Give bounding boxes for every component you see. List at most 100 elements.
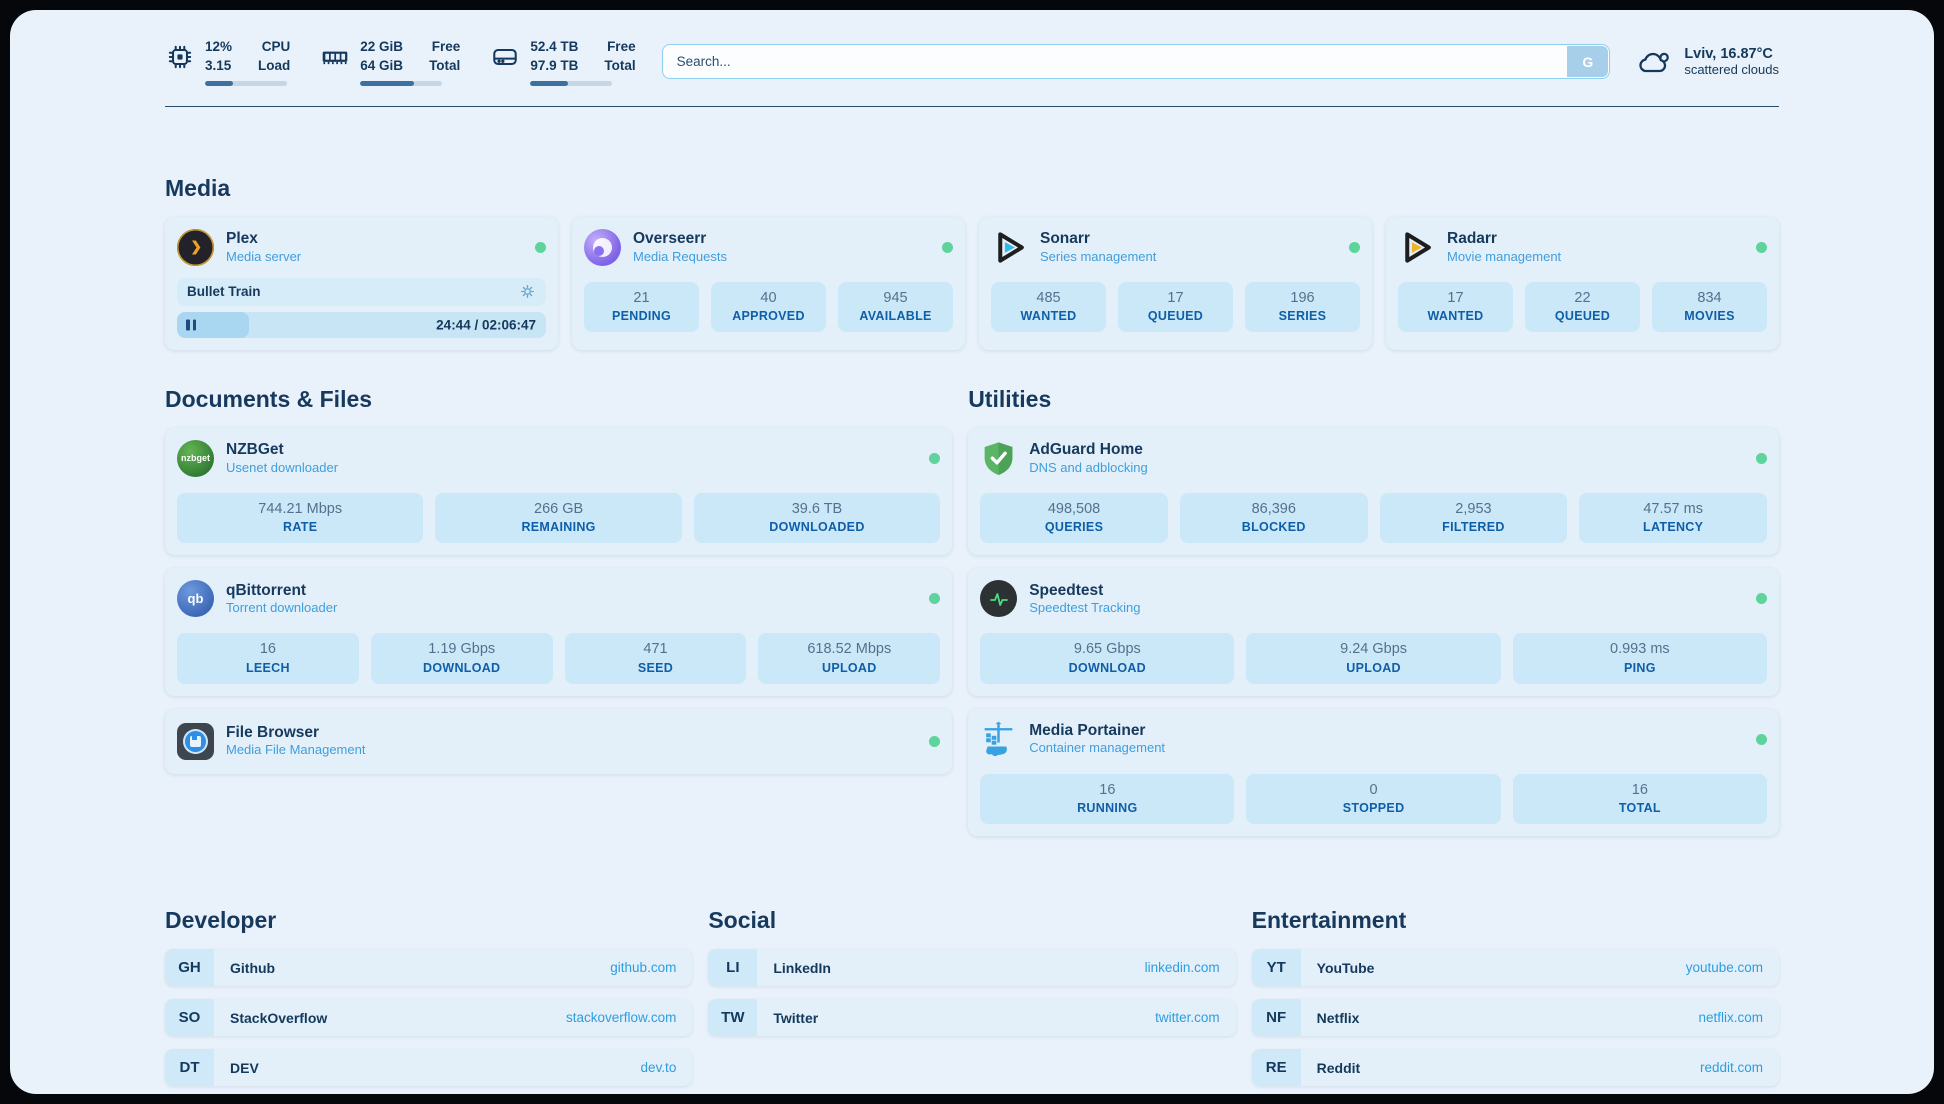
qbittorrent-icon: qb: [177, 580, 214, 618]
bookmark-name: Twitter: [773, 1009, 819, 1026]
app-name: Radarr: [1447, 230, 1497, 248]
portainer-icon: [980, 721, 1017, 758]
status-online-dot: [929, 452, 941, 464]
plex-icon: [177, 228, 214, 266]
disk-label: Free: [607, 39, 636, 54]
disk-free: 52.4 TB: [530, 39, 579, 54]
bookmark-name: Github: [230, 959, 276, 976]
section-title-developer: Developer: [165, 907, 277, 934]
adguard-card[interactable]: AdGuard Home DNS and adblocking 498,508 …: [968, 427, 1779, 556]
section-title-media: Media: [165, 174, 231, 201]
app-subtitle: Media File Management: [226, 742, 366, 758]
status-online-dot: [1756, 733, 1767, 745]
stat-tile-wanted: 17 WANTED: [1398, 281, 1513, 333]
dashboard-panel: 12% 3.15 CPU Load: [10, 10, 1934, 1094]
bookmark-abbr: NF: [1251, 999, 1301, 1037]
bookmark-row-twitter[interactable]: TW Twitter twitter.com: [708, 999, 1236, 1037]
sonarr-card[interactable]: Sonarr Series management 485 WANTED 17 Q…: [979, 216, 1372, 350]
nzbget-card[interactable]: nzbget NZBGet Usenet downloader 744.21 M…: [165, 427, 953, 556]
bookmarks-developer: Developer GH Github github.com SO StackO…: [165, 905, 693, 1094]
cpu-label2: Load: [258, 57, 291, 73]
qbittorrent-card[interactable]: qb qBittorrent Torrent downloader 16 LEE…: [165, 568, 953, 696]
speedtest-icon: [980, 580, 1018, 618]
bookmark-name: DEV: [230, 1059, 259, 1076]
bookmark-url: stackoverflow.com: [566, 1010, 677, 1026]
disk-total: 97.9 TB: [530, 57, 579, 73]
bookmark-url: netflix.com: [1698, 1010, 1763, 1026]
radarr-card[interactable]: Radarr Movie management 17 WANTED 22 QUE…: [1386, 216, 1779, 350]
status-online-dot: [929, 735, 941, 747]
filebrowser-icon: [177, 722, 214, 760]
ram-free: 22 GiB: [360, 39, 404, 54]
status-online-dot: [1756, 241, 1767, 253]
weather-condition: scattered clouds: [1684, 62, 1779, 78]
section-title-documents: Documents & Files: [165, 385, 373, 412]
stat-tile-running: 16 RUNNING: [980, 773, 1235, 825]
stat-tile-download: 9.65 Gbps DOWNLOAD: [980, 633, 1235, 684]
sonarr-icon: [991, 229, 1028, 266]
status-online-dot: [929, 593, 941, 605]
overseerr-card[interactable]: Overseerr Media Requests 21 PENDING 40 A…: [572, 216, 965, 350]
section-title-entertainment: Entertainment: [1251, 907, 1407, 934]
plex-card[interactable]: Plex Media server Bullet Train 24:44 / 0…: [165, 216, 558, 350]
section-title-utilities: Utilities: [968, 385, 1052, 412]
search-engine-button[interactable]: G: [1567, 46, 1609, 78]
stat-tile-wanted: 485 WANTED: [991, 281, 1106, 333]
bookmark-row-netflix[interactable]: NF Netflix netflix.com: [1251, 999, 1779, 1037]
stat-tile-ping: 0.993 ms PING: [1512, 633, 1767, 684]
bookmark-row-reddit[interactable]: RE Reddit reddit.com: [1251, 1049, 1779, 1087]
bookmark-abbr: RE: [1251, 1049, 1301, 1087]
bookmark-url: reddit.com: [1699, 1060, 1763, 1076]
app-name: Plex: [226, 230, 258, 248]
section-title-social: Social: [708, 907, 777, 934]
status-online-dot: [942, 241, 953, 253]
stat-tile-upload: 9.24 Gbps UPLOAD: [1246, 633, 1501, 684]
stat-tile-total: 16 TOTAL: [1512, 773, 1767, 825]
app-subtitle: Usenet downloader: [226, 459, 339, 475]
cpu-progress: [205, 80, 287, 86]
bookmark-url: youtube.com: [1685, 960, 1763, 976]
bookmarks-social: Social LI LinkedIn linkedin.com TW Twitt…: [708, 905, 1236, 1094]
stat-tile-pending: 21 PENDING: [584, 281, 699, 333]
now-playing-bar: Bullet Train: [177, 277, 546, 306]
app-subtitle: Movie management: [1447, 248, 1562, 264]
bookmark-row-linkedin[interactable]: LI LinkedIn linkedin.com: [708, 949, 1236, 987]
portainer-card[interactable]: Media Portainer Container management 16 …: [968, 708, 1779, 837]
top-bar: 12% 3.15 CPU Load: [165, 38, 1779, 86]
pause-icon: [186, 319, 196, 331]
bookmark-row-youtube[interactable]: YT YouTube youtube.com: [1251, 949, 1779, 987]
stat-tile-blocked: 86,396 BLOCKED: [1179, 492, 1368, 544]
stat-tile-queries: 498,508 QUERIES: [980, 492, 1168, 544]
disk-label2: Total: [604, 57, 636, 73]
cpu-loadavg: 3.15: [205, 57, 232, 73]
weather-widget[interactable]: Lviv, 16.87°C scattered clouds: [1636, 46, 1779, 77]
app-name: Media Portainer: [1029, 722, 1146, 740]
header-divider: [165, 105, 1779, 107]
search-input[interactable]: [661, 44, 1611, 80]
bookmark-abbr: YT: [1251, 949, 1301, 987]
bookmark-row-dev[interactable]: DT DEV dev.to: [165, 1049, 693, 1087]
stat-tile-series: 196 SERIES: [1245, 281, 1360, 333]
filebrowser-card[interactable]: File Browser Media File Management: [165, 708, 953, 774]
bookmark-url: linkedin.com: [1144, 960, 1220, 976]
overseerr-icon: [584, 228, 621, 266]
stat-tile-seed: 471 SEED: [564, 633, 747, 684]
speedtest-card[interactable]: Speedtest Speedtest Tracking 9.65 Gbps D…: [968, 568, 1779, 696]
bookmark-url: github.com: [610, 960, 677, 976]
gear-icon[interactable]: [519, 283, 536, 300]
playback-time: 24:44 / 02:06:47: [436, 317, 536, 333]
ram-total: 64 GiB: [360, 57, 404, 73]
stat-tile-available: 945 AVAILABLE: [838, 281, 953, 333]
bookmark-abbr: LI: [708, 949, 758, 987]
app-subtitle: Series management: [1040, 248, 1157, 264]
system-metrics: 12% 3.15 CPU Load: [165, 38, 636, 86]
cloud-icon: [1636, 47, 1672, 77]
stat-tile-download: 1.19 Gbps DOWNLOAD: [370, 633, 553, 684]
app-name: qBittorrent: [226, 581, 307, 599]
app-subtitle: Media server: [226, 248, 302, 264]
status-online-dot: [1756, 593, 1767, 605]
bookmark-row-github[interactable]: GH Github github.com: [165, 949, 693, 987]
status-online-dot: [1756, 452, 1767, 464]
bookmark-row-stackoverflow[interactable]: SO StackOverflow stackoverflow.com: [165, 999, 693, 1037]
app-name: Sonarr: [1040, 230, 1090, 248]
